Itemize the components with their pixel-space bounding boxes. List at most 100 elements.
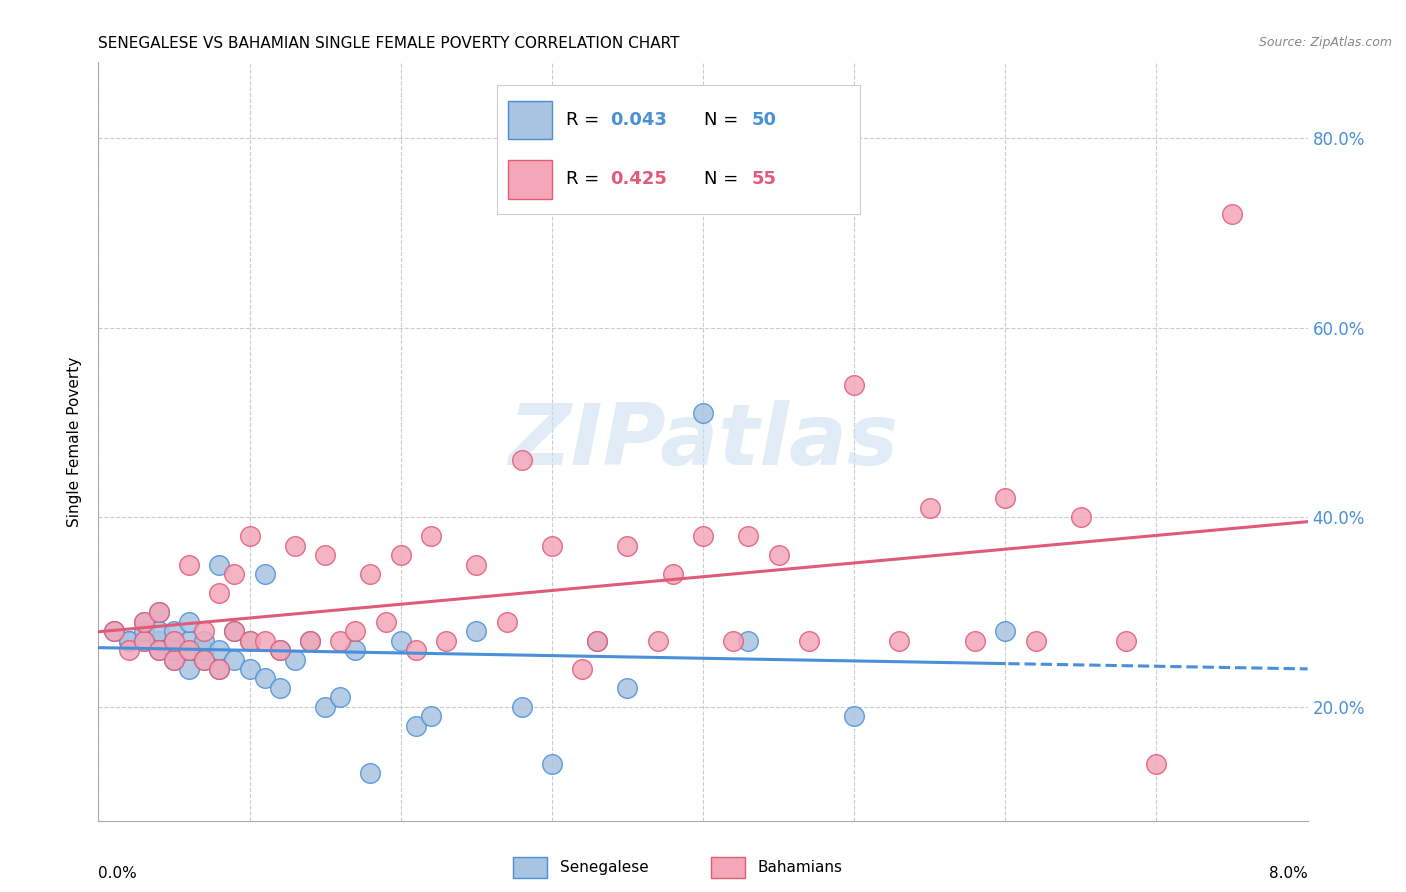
Point (374, 615, 396, 629)
Point (193, 652, 215, 666)
Text: Senegalese: Senegalese (560, 860, 648, 875)
Point (1025, 633, 1047, 648)
Point (193, 652, 215, 666)
Point (1146, 756, 1168, 771)
Point (692, 406, 714, 420)
Point (269, 643, 291, 657)
Text: 0.0%: 0.0% (98, 866, 138, 881)
Point (299, 633, 322, 648)
Point (103, 624, 125, 639)
Point (224, 652, 246, 666)
Point (179, 633, 201, 648)
Point (495, 615, 517, 629)
Point (103, 624, 125, 639)
Point (284, 652, 307, 666)
Point (163, 624, 186, 639)
Point (118, 643, 141, 657)
Point (844, 377, 866, 392)
Point (344, 624, 367, 639)
Text: Bahamians: Bahamians (758, 860, 842, 875)
Point (420, 709, 443, 723)
Point (163, 633, 186, 648)
Point (889, 633, 911, 648)
Point (239, 529, 262, 543)
Point (208, 643, 231, 657)
Point (224, 567, 246, 582)
Point (1220, 207, 1243, 221)
Point (148, 643, 170, 657)
Point (329, 690, 352, 705)
Point (118, 633, 141, 648)
Point (389, 633, 412, 648)
Point (224, 624, 246, 639)
FancyBboxPatch shape (513, 856, 547, 879)
Point (208, 662, 231, 676)
Point (389, 548, 412, 563)
Point (132, 624, 155, 639)
Point (540, 539, 562, 553)
Point (193, 624, 215, 639)
Point (405, 719, 427, 733)
Point (163, 652, 186, 666)
Point (208, 558, 231, 572)
Point (329, 633, 352, 648)
Point (723, 633, 745, 648)
Text: 8.0%: 8.0% (1268, 866, 1308, 881)
Point (360, 567, 382, 582)
Point (405, 643, 427, 657)
Point (465, 558, 488, 572)
Text: SENEGALESE VS BAHAMIAN SINGLE FEMALE POVERTY CORRELATION CHART: SENEGALESE VS BAHAMIAN SINGLE FEMALE POV… (98, 36, 681, 51)
Point (540, 756, 562, 771)
Point (269, 681, 291, 695)
Point (163, 652, 186, 666)
Point (179, 643, 201, 657)
Point (239, 662, 262, 676)
Point (692, 529, 714, 543)
Point (193, 643, 215, 657)
Point (571, 662, 593, 676)
Point (616, 539, 638, 553)
Point (434, 633, 457, 648)
Point (510, 699, 533, 714)
Point (193, 633, 215, 648)
Point (737, 633, 759, 648)
Point (163, 633, 186, 648)
Point (314, 699, 336, 714)
Point (586, 633, 609, 648)
Point (661, 567, 683, 582)
Point (465, 624, 488, 639)
Point (797, 633, 820, 648)
Point (239, 633, 262, 648)
Point (179, 615, 201, 629)
Point (510, 453, 533, 467)
Point (148, 605, 170, 619)
Text: Source: ZipAtlas.com: Source: ZipAtlas.com (1258, 36, 1392, 49)
Point (179, 662, 201, 676)
Point (647, 633, 669, 648)
Point (224, 624, 246, 639)
Point (208, 586, 231, 600)
Point (118, 633, 141, 648)
Point (768, 548, 790, 563)
Point (208, 662, 231, 676)
Point (284, 539, 307, 553)
Point (132, 633, 155, 648)
Point (132, 615, 155, 629)
Point (163, 643, 186, 657)
Point (737, 529, 759, 543)
Point (994, 624, 1017, 639)
Point (269, 643, 291, 657)
Point (616, 681, 638, 695)
Point (1070, 510, 1092, 524)
Point (918, 500, 941, 515)
Point (1115, 633, 1137, 648)
Point (965, 633, 987, 648)
Point (179, 558, 201, 572)
Point (148, 624, 170, 639)
Text: ZIPatlas: ZIPatlas (508, 400, 898, 483)
Y-axis label: Single Female Poverty: Single Female Poverty (67, 357, 83, 526)
Point (132, 633, 155, 648)
Point (420, 529, 443, 543)
Point (179, 643, 201, 657)
Point (148, 633, 170, 648)
